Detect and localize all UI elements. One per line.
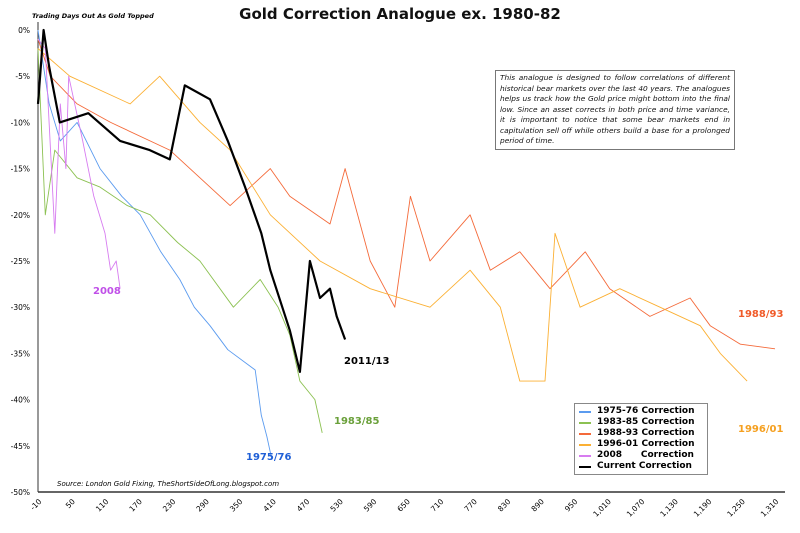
x-tick-label: 410 <box>261 497 278 514</box>
x-tick-label: 50 <box>64 497 77 510</box>
series-label: 1988/93 <box>738 309 784 320</box>
y-tick-label: -15% <box>11 165 30 174</box>
y-tick-label: -20% <box>11 211 30 220</box>
legend-item: 2008 Correction <box>579 450 703 461</box>
legend-swatch <box>579 454 591 457</box>
series-label: 1996/01 <box>738 424 784 435</box>
x-tick-label: 1,310 <box>759 497 781 519</box>
series-line <box>37 48 748 382</box>
x-tick-label: 950 <box>563 497 580 514</box>
x-tick-label: 1,190 <box>692 497 714 519</box>
y-tick-label: -40% <box>11 396 30 405</box>
legend-label: Current Correction <box>597 461 692 471</box>
x-tick-label: 890 <box>529 497 546 514</box>
series-label: 1983/85 <box>334 416 380 427</box>
x-tick-label: 1,130 <box>658 497 680 519</box>
series-line <box>37 39 776 350</box>
legend-item: 1983-85 Correction <box>579 417 703 428</box>
x-tick-label: 770 <box>462 497 479 514</box>
x-tick-label: 350 <box>228 497 245 514</box>
y-tick-label: -10% <box>11 118 30 127</box>
x-tick-label: 290 <box>194 497 211 514</box>
legend-label: 1975-76 Correction <box>597 406 695 416</box>
x-tick-label: 110 <box>94 497 111 514</box>
legend-item: 1996-01 Correction <box>579 439 703 450</box>
annotation-box: This analogue is designed to follow corr… <box>495 70 735 150</box>
x-tick-label: 470 <box>295 497 312 514</box>
x-tick-label: 1,250 <box>725 497 747 519</box>
series-line <box>37 38 121 289</box>
y-tick-label: 0% <box>18 26 30 35</box>
legend-swatch <box>579 432 591 435</box>
series-line <box>36 28 347 373</box>
y-tick-label: -45% <box>11 442 30 451</box>
x-tick-label: 1,010 <box>591 497 613 519</box>
legend-label: 1988-93 Correction <box>597 428 695 438</box>
x-tick-label: 170 <box>127 497 144 514</box>
legend-label: 1996-01 Correction <box>597 439 695 449</box>
legend-swatch <box>579 465 591 468</box>
legend-swatch <box>579 421 591 424</box>
legend-item: 1975-76 Correction <box>579 406 703 417</box>
legend-item: Current Correction <box>579 461 703 472</box>
x-tick-label: 710 <box>429 497 446 514</box>
y-tick-label: -25% <box>11 257 30 266</box>
y-tick-label: -5% <box>15 72 30 81</box>
series-label: 1975/76 <box>246 452 292 463</box>
y-tick-label: -35% <box>11 349 30 358</box>
legend-swatch <box>579 410 591 413</box>
x-tick-label: 530 <box>328 497 345 514</box>
legend-label: 2008 Correction <box>597 450 694 460</box>
y-tick-label: -50% <box>11 488 30 497</box>
x-tick-label: 230 <box>161 497 178 514</box>
series-line <box>37 29 273 460</box>
legend: 1975-76 Correction 1983-85 Correction 1988… <box>574 403 708 475</box>
x-tick-label: 590 <box>362 497 379 514</box>
x-tick-label: 830 <box>496 497 513 514</box>
x-tick-label: -10 <box>28 497 43 512</box>
x-tick-label: 650 <box>395 497 412 514</box>
x-axis-note: Trading Days Out As Gold Topped <box>32 12 154 20</box>
x-tick-label: 1,070 <box>625 497 647 519</box>
legend-item: 1988-93 Correction <box>579 428 703 439</box>
chart-title: Gold Correction Analogue ex. 1980-82 <box>239 5 561 23</box>
legend-swatch <box>579 443 591 446</box>
source-note: Source: London Gold Fixing, TheShortSide… <box>57 480 280 488</box>
legend-label: 1983-85 Correction <box>597 417 695 427</box>
y-tick-label: -30% <box>11 303 30 312</box>
series-label: 2008 <box>93 286 121 297</box>
series-label: 2011/13 <box>344 356 390 367</box>
